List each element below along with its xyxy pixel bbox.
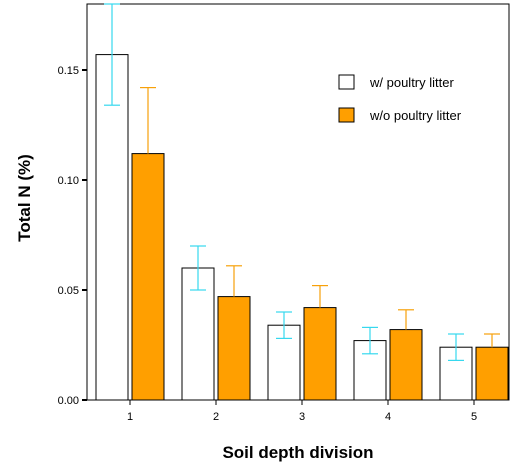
legend-label-series-1: w/ poultry litter: [369, 75, 454, 90]
legend-swatch-series-2: [338, 107, 355, 123]
x-axis: 1 2 3 4 5: [127, 400, 477, 423]
error-bar-series-1-cat-1: [104, 3, 120, 106]
y-axis-title: Total N (%): [15, 154, 34, 242]
error-bar-series-2-cat-5: [484, 333, 500, 348]
y-axis: 0.00 0.05 0.10 0.15: [58, 65, 87, 407]
y-tick-label-0.15: 0.15: [58, 65, 79, 77]
error-bar-series-2-cat-3: [312, 285, 328, 308]
y-tick-label-0.00: 0.00: [58, 395, 79, 407]
x-tick-label-4: 4: [385, 411, 391, 423]
error-bar-series-2-cat-4: [398, 309, 414, 330]
legend-label-series-2: w/o poultry litter: [369, 108, 462, 123]
bar-series-1-cat-2: [181, 267, 215, 401]
x-tick-label-1: 1: [127, 411, 133, 423]
legend: w/ poultry litter w/o poultry litter: [338, 74, 462, 123]
error-bar-series-2-cat-2: [226, 265, 242, 297]
bar-series-1-cat-1: [95, 54, 129, 401]
y-tick-label-0.10: 0.10: [58, 175, 79, 187]
y-tick-label-0.05: 0.05: [58, 285, 79, 297]
legend-swatch-series-1: [338, 74, 355, 90]
bar-series-2-cat-4: [389, 329, 423, 401]
bar-series-2-cat-5: [475, 346, 509, 401]
x-axis-title: Soil depth division: [222, 443, 373, 462]
error-bar-series-1-cat-2: [190, 245, 206, 291]
x-tick-label-5: 5: [471, 411, 477, 423]
error-bar-series-1-cat-4: [362, 326, 378, 355]
bar-series-2-cat-2: [217, 296, 251, 401]
error-bar-series-2-cat-1: [140, 86, 156, 154]
bar-series-2-cat-3: [303, 307, 337, 401]
bar-series-2-cat-1: [131, 153, 165, 401]
error-bars-layer: [104, 3, 500, 361]
error-bar-series-1-cat-5: [448, 333, 464, 361]
error-bar-series-1-cat-3: [276, 311, 292, 339]
x-tick-label-3: 3: [299, 411, 305, 423]
x-tick-label-2: 2: [213, 411, 219, 423]
